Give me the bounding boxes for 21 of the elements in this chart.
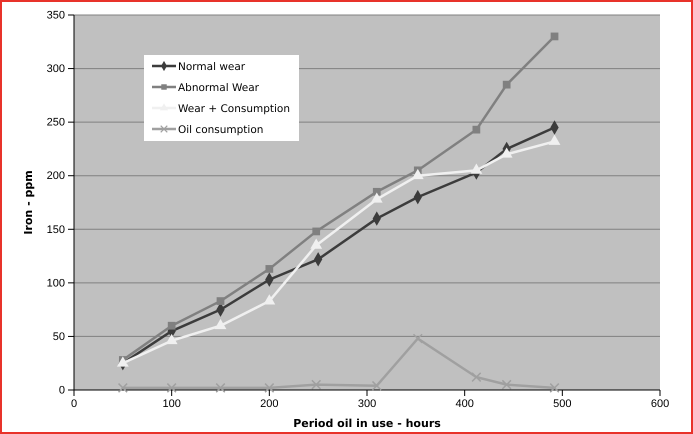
- x-axis-title: Period oil in use - hours: [293, 417, 442, 430]
- x-tick-label: 500: [553, 398, 572, 410]
- y-tick-label: 250: [46, 116, 65, 129]
- y-tick-label: 0: [58, 384, 65, 397]
- legend-label: Abnormal Wear: [178, 82, 260, 94]
- x-tick-label: 600: [650, 398, 670, 410]
- y-tick-label: 350: [46, 10, 65, 22]
- y-tick-label: 100: [46, 277, 65, 290]
- legend-label: Normal wear: [178, 61, 246, 73]
- x-tick-label: 300: [358, 398, 376, 410]
- y-axis-title: Iron - ppm: [22, 170, 35, 235]
- legend-label: Wear + Consumption: [178, 103, 290, 115]
- x-tick-label: 100: [162, 398, 181, 410]
- x-tick-label: 0: [70, 398, 78, 410]
- x-tick-label: 400: [455, 398, 474, 410]
- y-tick-label: 300: [46, 63, 65, 76]
- y-tick-label: 200: [46, 170, 65, 182]
- x-tick-label: 200: [260, 398, 279, 410]
- legend-label: Oil consumption: [178, 124, 264, 136]
- y-tick-label: 150: [46, 224, 65, 236]
- y-tick-label: 50: [52, 330, 65, 343]
